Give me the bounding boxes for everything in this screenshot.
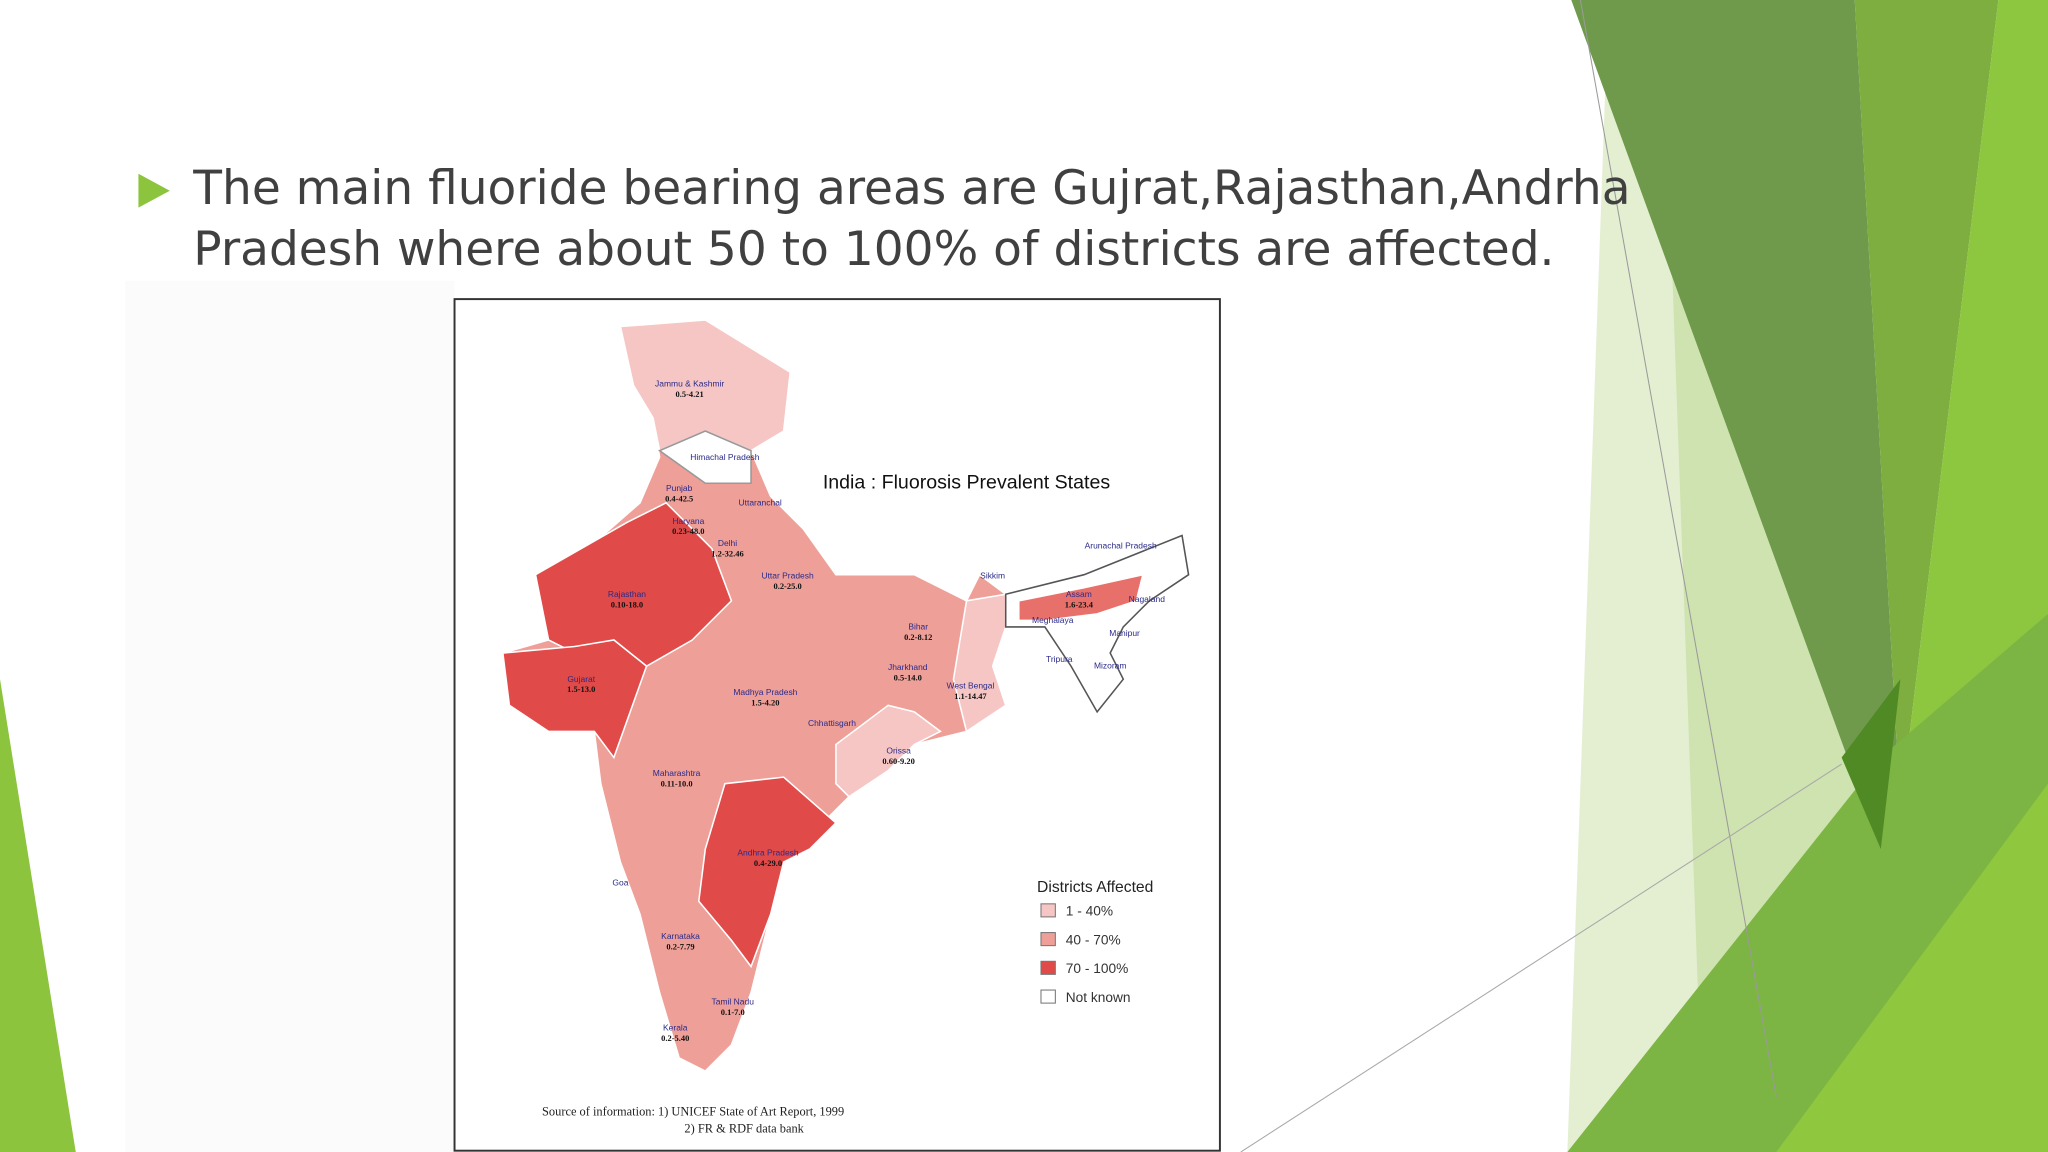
state-name: Arunachal Pradesh bbox=[1085, 541, 1157, 551]
state-range: 0.5-4.21 bbox=[676, 389, 704, 399]
state-name: Gujarat bbox=[567, 674, 595, 684]
state-name: Andhra Pradesh bbox=[737, 848, 798, 858]
india-map bbox=[501, 319, 1190, 1072]
state-name: Manipur bbox=[1109, 628, 1140, 638]
state-range: 1.5-13.0 bbox=[567, 684, 595, 694]
legend-swatch bbox=[1040, 960, 1056, 975]
state-name: Karnataka bbox=[661, 931, 700, 941]
state-name: Orissa bbox=[886, 746, 911, 756]
state-range: 0.4-29.0 bbox=[754, 858, 782, 868]
source: Source of information: 1) UNICEF State o… bbox=[542, 1104, 844, 1118]
state-name: Jammu & Kashmir bbox=[655, 379, 724, 389]
bullet-text: The main fluoride bearing areas are Gujr… bbox=[192, 161, 1630, 216]
legend-item: 70 - 100% bbox=[1066, 961, 1128, 976]
legend-swatch bbox=[1040, 989, 1056, 1004]
state-range: 0.11-10.0 bbox=[661, 778, 693, 788]
state-range: 0.2-7.79 bbox=[666, 942, 694, 952]
source: 2) FR & RDF data bank bbox=[684, 1121, 804, 1135]
state-name: Haryana bbox=[672, 516, 704, 526]
state-name: Tamil Nadu bbox=[712, 996, 755, 1006]
state-name: West Bengal bbox=[947, 680, 995, 690]
legend-swatch bbox=[1040, 903, 1056, 918]
state-name: Meghalaya bbox=[1032, 615, 1074, 625]
state-name: Kerala bbox=[663, 1023, 688, 1033]
state-name: Rajasthan bbox=[608, 589, 646, 599]
state-name: Jharkhand bbox=[888, 662, 928, 672]
state-name: Sikkim bbox=[980, 571, 1005, 581]
state-name: Mizoram bbox=[1094, 661, 1126, 671]
state-range: 1.5-4.20 bbox=[751, 697, 779, 707]
state-range: 0.1-7.0 bbox=[721, 1007, 745, 1017]
state-name: Punjab bbox=[666, 483, 693, 493]
legend-item: 1 - 40% bbox=[1066, 904, 1113, 919]
state-name: Tripura bbox=[1046, 654, 1073, 664]
state-name: Madhya Pradesh bbox=[733, 687, 797, 697]
state-name: Uttaranchal bbox=[739, 497, 782, 507]
legend-title: Districts Affected bbox=[1037, 879, 1153, 896]
state-name: Nagaland bbox=[1129, 594, 1166, 604]
state-range: 0.2-5.40 bbox=[661, 1033, 689, 1043]
state-name: Uttar Pradesh bbox=[761, 571, 814, 581]
state-range: 0.4-42.5 bbox=[665, 494, 693, 504]
legend-swatch bbox=[1040, 932, 1056, 947]
legend-item: 40 - 70% bbox=[1066, 932, 1121, 947]
state-name: Maharashtra bbox=[653, 768, 701, 778]
state-range: 1.6-23.4 bbox=[1065, 599, 1094, 609]
state-name: Chhattisgarh bbox=[808, 718, 856, 728]
state-name: Assam bbox=[1066, 589, 1092, 599]
state-name: Himachal Pradesh bbox=[690, 452, 759, 462]
legend-item: Not known bbox=[1066, 990, 1131, 1005]
state-range: 0.2-25.0 bbox=[773, 581, 801, 591]
state-range: 1.2-32.46 bbox=[711, 548, 743, 558]
image-shadow bbox=[125, 280, 455, 1152]
bullet-text: Pradesh where about 50 to 100% of distri… bbox=[193, 222, 1554, 277]
state-range: 1.1-14.47 bbox=[954, 691, 987, 701]
state-range: 0.23-48.0 bbox=[672, 526, 704, 536]
bullet-icon bbox=[138, 173, 170, 208]
state-range: 0.60-9.20 bbox=[882, 756, 914, 766]
state-range: 0.2-8.12 bbox=[904, 632, 932, 642]
state-range: 0.5-14.0 bbox=[894, 672, 922, 682]
map-title: India : Fluorosis Prevalent States bbox=[823, 471, 1110, 493]
state-name: Goa bbox=[612, 878, 628, 888]
state-name: Delhi bbox=[718, 538, 737, 548]
state-name: Bihar bbox=[908, 622, 928, 632]
state-range: 0.10-18.0 bbox=[611, 599, 643, 609]
